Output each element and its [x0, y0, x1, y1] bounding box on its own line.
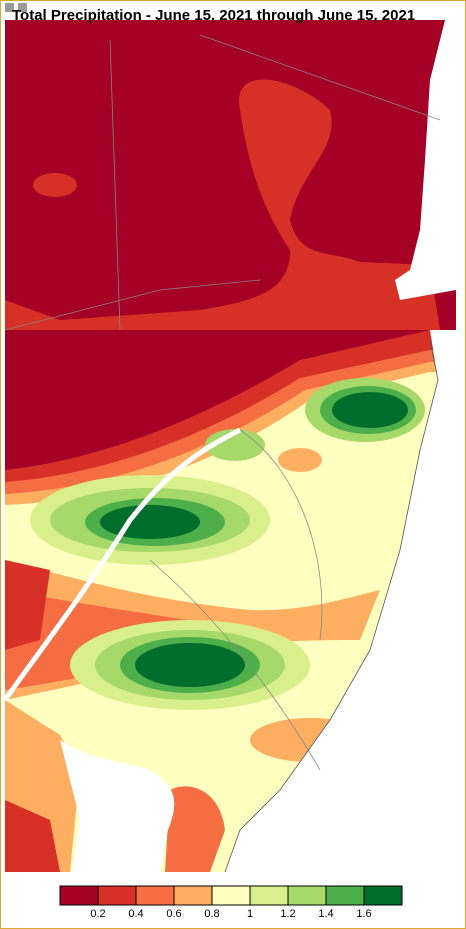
borders	[5, 34, 441, 872]
zone	[33, 173, 77, 197]
legend-swatch	[211, 885, 251, 906]
zone	[135, 643, 245, 687]
legend-label: 1.6	[356, 908, 371, 920]
legend-label: 0.6	[166, 908, 181, 920]
legend-label: 1	[247, 908, 253, 920]
legend-swatch	[135, 885, 175, 906]
legend-label: 1.4	[318, 908, 333, 920]
map	[5, 20, 456, 872]
zone	[100, 505, 200, 539]
ocean	[225, 330, 456, 872]
zone	[332, 392, 408, 428]
zone	[5, 79, 440, 331]
zone	[165, 786, 225, 872]
legend-swatch	[97, 885, 137, 906]
zone	[278, 448, 322, 472]
legend-swatch	[287, 885, 327, 906]
legend-swatch	[363, 885, 403, 906]
zone	[5, 800, 60, 872]
bay	[60, 740, 175, 872]
legend-swatch	[325, 885, 365, 906]
legend-swatch	[249, 885, 289, 906]
toolbar-icons[interactable]	[5, 3, 27, 12]
legend-swatch	[173, 885, 213, 906]
legend-label: 0.8	[204, 908, 219, 920]
river	[5, 427, 242, 702]
legend-swatch	[59, 885, 99, 906]
icon[interactable]	[18, 3, 27, 12]
icon[interactable]	[5, 3, 14, 12]
legend-label: 1.2	[280, 908, 295, 920]
zone	[5, 560, 50, 650]
legend: 0.2 0.4 0.6 0.8 1 1.2 1.4 1.6	[59, 885, 403, 920]
ocean	[395, 20, 456, 300]
legend-label: 0.2	[90, 908, 105, 920]
title: Total Precipitation - June 15, 2021 thro…	[12, 7, 415, 24]
legend-label: 0.4	[128, 908, 143, 920]
